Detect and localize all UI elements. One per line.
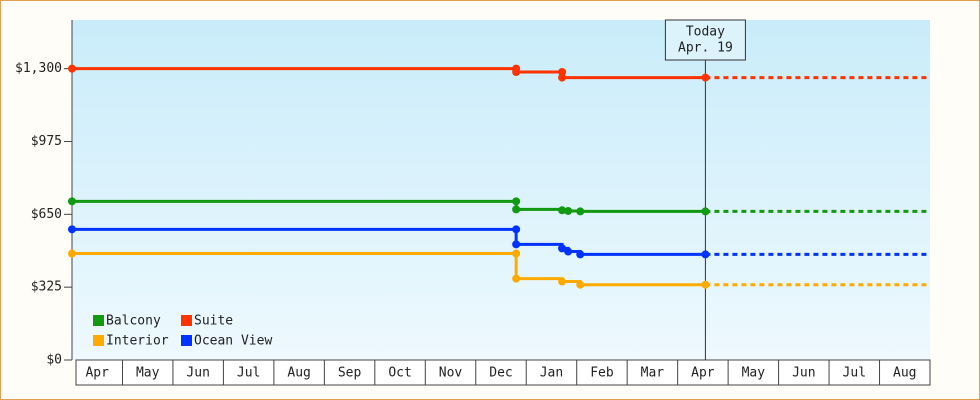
y-tick-label: $650 xyxy=(31,207,62,222)
y-tick-label: $0 xyxy=(46,353,62,368)
price-point xyxy=(576,250,585,259)
price-point xyxy=(564,247,573,256)
x-tick-label: Jan xyxy=(540,366,563,381)
x-tick-label: Jun xyxy=(792,366,815,381)
x-tick-label: Sep xyxy=(338,366,362,381)
today-label: Today xyxy=(686,25,725,40)
x-tick-label: May xyxy=(742,366,766,381)
price-point xyxy=(512,67,521,76)
plot-area xyxy=(72,20,930,360)
price-point xyxy=(512,249,521,258)
today-box xyxy=(664,19,746,61)
x-tick-label: Jun xyxy=(186,366,209,381)
y-tick-label: $325 xyxy=(31,280,62,295)
price-point xyxy=(512,197,521,206)
price-point xyxy=(68,197,76,206)
x-tick-label: Aug xyxy=(893,366,916,381)
price-point xyxy=(564,206,573,215)
price-point xyxy=(701,73,710,82)
x-tick-label: Apr xyxy=(85,366,109,381)
price-point xyxy=(68,225,76,234)
price-point xyxy=(512,205,521,214)
x-axis-band xyxy=(75,359,931,386)
legend-label: Ocean View xyxy=(194,334,272,349)
price-point xyxy=(701,280,710,289)
price-point xyxy=(576,207,585,216)
price-point xyxy=(576,280,585,289)
price-point xyxy=(701,250,710,259)
x-tick-label: Oct xyxy=(388,366,411,381)
y-tick-label: $975 xyxy=(31,134,62,149)
today-label: Apr. 19 xyxy=(678,41,733,56)
price-point xyxy=(558,67,567,76)
legend-label: Interior xyxy=(106,334,169,349)
legend-swatch xyxy=(181,315,192,326)
x-tick-label: Dec xyxy=(489,366,512,381)
price-point xyxy=(512,240,521,249)
x-tick-label: Jul xyxy=(237,366,260,381)
x-tick-label: Mar xyxy=(641,366,665,381)
legend-swatch xyxy=(93,315,104,326)
x-tick-label: Aug xyxy=(287,366,310,381)
price-point xyxy=(558,206,567,215)
y-tick-label: $1,300 xyxy=(15,61,62,76)
legend-label: Suite xyxy=(194,314,233,329)
price-point xyxy=(68,249,76,258)
price-point xyxy=(512,274,521,283)
price-point xyxy=(558,277,567,286)
price-line xyxy=(72,67,706,80)
legend-label: Balcony xyxy=(106,314,161,329)
price-point xyxy=(558,73,567,82)
x-tick-label: Feb xyxy=(590,366,614,381)
price-point xyxy=(512,225,521,234)
legend-swatch xyxy=(181,335,192,346)
x-tick-label: Apr xyxy=(691,366,715,381)
legend-swatch xyxy=(93,335,104,346)
x-tick-label: Nov xyxy=(439,366,463,381)
price-point xyxy=(701,207,710,216)
price-point xyxy=(558,244,567,253)
x-tick-label: Jul xyxy=(843,366,866,381)
price-point xyxy=(68,64,76,73)
x-tick-label: May xyxy=(136,366,160,381)
